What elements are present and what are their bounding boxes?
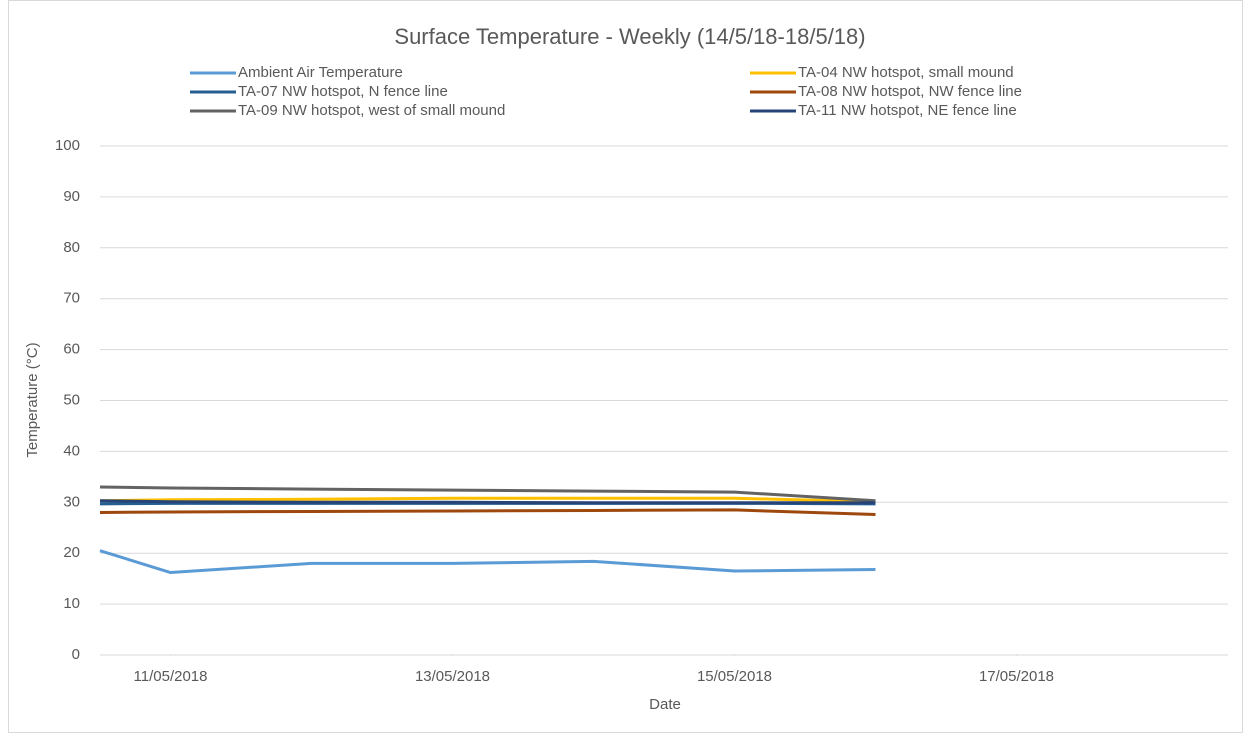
legend-label: TA-08 NW hotspot, NW fence line <box>798 83 1022 100</box>
series-line <box>99 496 876 504</box>
legend-label: TA-11 NW hotspot, NE fence line <box>798 102 1017 119</box>
chart-title: Surface Temperature - Weekly (14/5/18-18… <box>394 24 865 49</box>
y-tick-label: 90 <box>63 188 80 205</box>
legend-label: TA-09 NW hotspot, west of small mound <box>238 102 505 119</box>
series-line <box>99 499 876 505</box>
y-tick-label: 60 <box>63 341 80 358</box>
series-line <box>99 508 876 517</box>
y-axis-label: Temperature (°C) <box>24 342 41 457</box>
x-tick-label: 11/05/2018 <box>134 668 208 685</box>
y-tick-label: 10 <box>63 595 80 612</box>
x-tick-label: 13/05/2018 <box>415 668 490 685</box>
y-tick-label: 80 <box>63 239 80 256</box>
legend-label: TA-07 NW hotspot, N fence line <box>238 83 448 100</box>
y-tick-label: 30 <box>63 493 80 510</box>
y-tick-label: 20 <box>63 544 80 561</box>
y-tick-label: 100 <box>55 137 80 154</box>
legend-label: TA-04 NW hotspot, small mound <box>798 64 1014 81</box>
chart-border <box>8 0 1243 733</box>
y-tick-label: 40 <box>63 442 80 459</box>
legend-label: Ambient Air Temperature <box>238 64 403 81</box>
y-tick-label: 0 <box>72 646 80 663</box>
y-tick-label: 50 <box>63 391 80 408</box>
x-axis-label: Date <box>649 696 681 713</box>
y-tick-label: 70 <box>63 290 80 307</box>
x-tick-label: 15/05/2018 <box>697 668 772 685</box>
x-tick-label: 17/05/2018 <box>979 668 1054 685</box>
series-line <box>99 549 876 575</box>
series-line <box>99 485 876 503</box>
